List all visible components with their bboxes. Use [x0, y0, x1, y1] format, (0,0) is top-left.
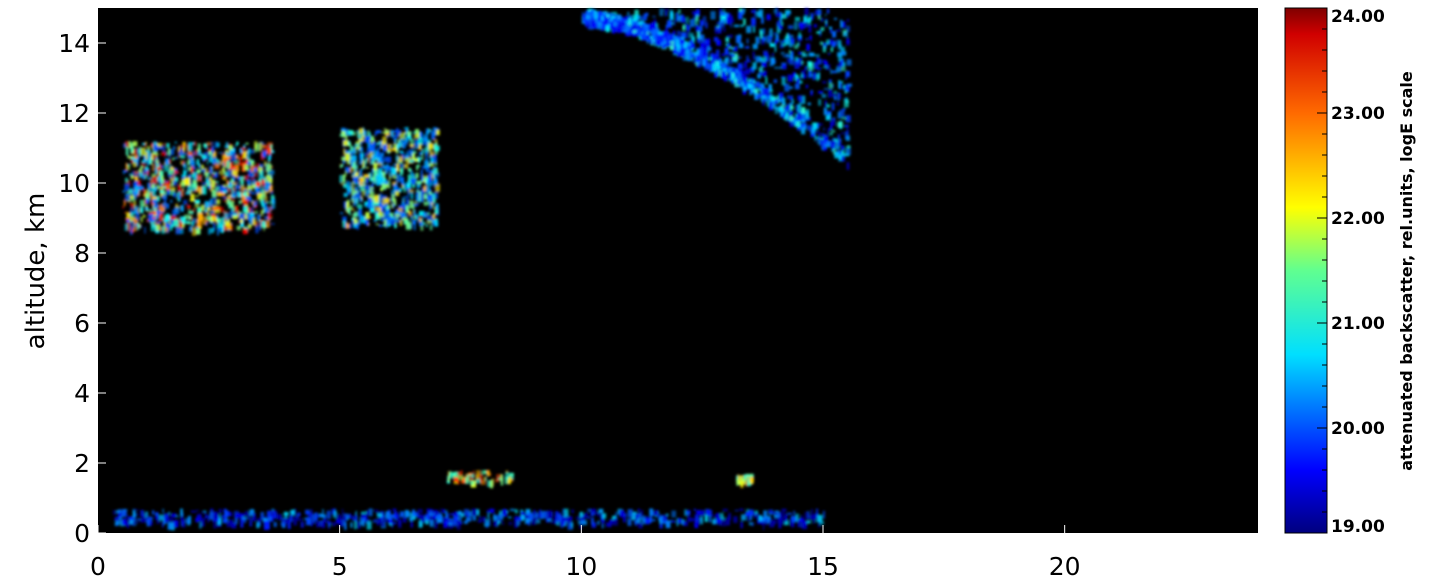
y-tick-label: 12 — [58, 99, 90, 128]
plot-area — [98, 8, 1258, 533]
y-tick-label: 6 — [74, 309, 90, 338]
colorbar-tick-label: 24.00 — [1331, 7, 1385, 27]
colorbar-tick-label: 22.00 — [1331, 209, 1385, 229]
cloud-features — [113, 8, 852, 531]
x-tick-label: 5 — [332, 552, 348, 581]
colorbar-tick-label: 23.00 — [1331, 104, 1385, 124]
y-axis-title: altitude, km — [21, 193, 51, 350]
y-tick-label: 10 — [58, 169, 90, 198]
x-axis: 0 5 10 15 20 — [90, 525, 1081, 581]
colorbar-tick-label: 19.00 — [1331, 517, 1385, 537]
colorbar-tick-label: 20.00 — [1331, 419, 1385, 439]
cirrus-layer-1 — [122, 141, 276, 236]
x-tick-label: 10 — [565, 552, 597, 581]
boundary-layer — [113, 508, 826, 531]
cirrus-upper-layer — [581, 8, 852, 170]
colorbar-tick-label: 21.00 — [1331, 314, 1385, 334]
colorbar — [1284, 7, 1328, 534]
low-cloud-1 — [446, 470, 514, 489]
x-tick-label: 20 — [1049, 552, 1081, 581]
y-tick-label: 14 — [58, 29, 90, 58]
y-tick-label: 0 — [74, 519, 90, 548]
colorbar-title: attenuated backscatter, rel.units, logE … — [1397, 71, 1416, 471]
x-tick-label: 15 — [807, 552, 839, 581]
y-axis: 0 2 4 6 8 10 12 14 — [58, 29, 106, 548]
x-tick-label: 0 — [90, 552, 106, 581]
y-tick-label: 2 — [74, 449, 90, 478]
y-tick-label: 4 — [74, 379, 90, 408]
y-tick-label: 8 — [74, 239, 90, 268]
colorbar-axis: 19.00 20.00 21.00 22.00 23.00 24.00 — [1317, 7, 1385, 537]
cirrus-layer-2 — [339, 127, 440, 231]
low-cloud-2 — [736, 473, 754, 489]
